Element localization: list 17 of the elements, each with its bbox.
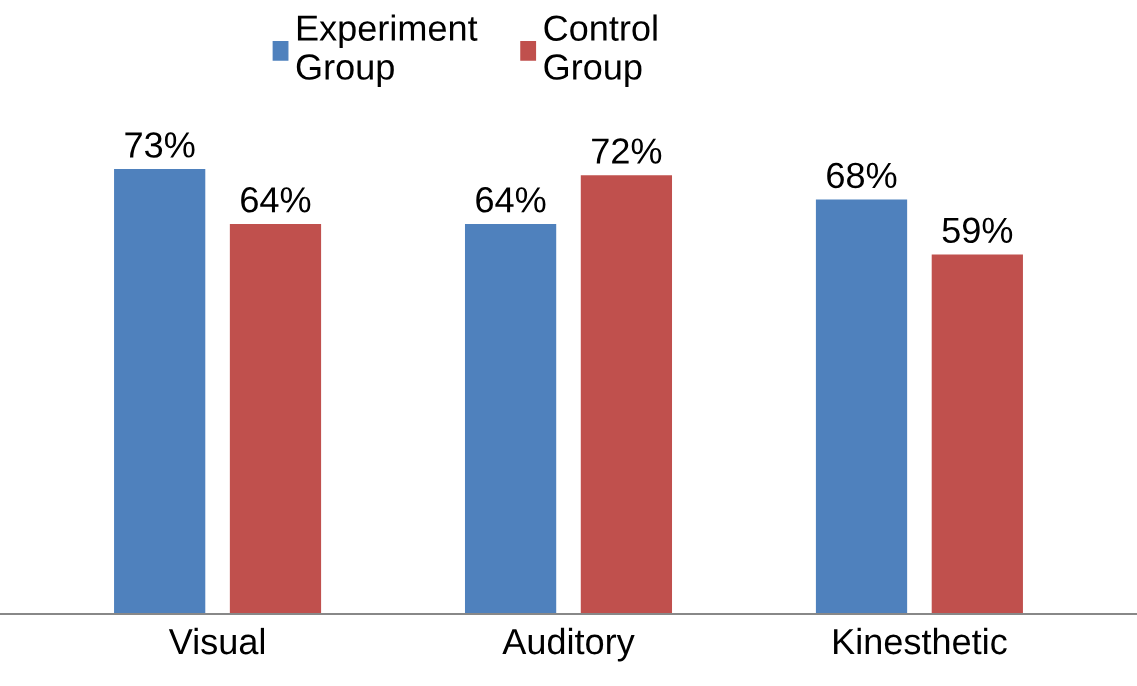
bar xyxy=(464,223,557,614)
data-label: 64% xyxy=(241,187,311,213)
bar xyxy=(114,169,206,614)
data-label: 59% xyxy=(942,217,1013,244)
data-label: 68% xyxy=(827,162,897,189)
legend-label: Experiment Group xyxy=(296,14,478,87)
x-tick-label: Kinesthetic xyxy=(834,627,1007,655)
data-label: 64% xyxy=(476,187,546,213)
bar xyxy=(580,175,673,614)
data-label: 73% xyxy=(125,132,195,158)
x-tick-label: Auditory xyxy=(502,627,635,662)
x-tick-label: Visual xyxy=(168,627,265,655)
data-label: 72% xyxy=(592,138,662,164)
bar xyxy=(229,223,322,614)
bar xyxy=(815,199,908,614)
legend-label: Control Group xyxy=(544,14,657,87)
bar xyxy=(931,254,1023,614)
